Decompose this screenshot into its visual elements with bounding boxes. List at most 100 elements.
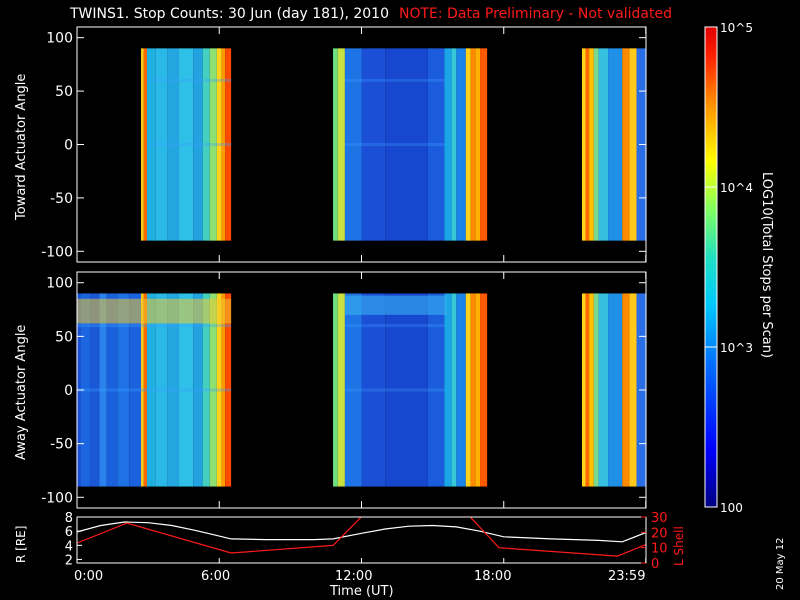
away-heat-column-20: [337, 293, 345, 487]
away-heat-column-36: [598, 293, 609, 487]
colorbar: 10^5 10^4 10^3 100: [704, 21, 753, 515]
toward-heat-column-10: [155, 48, 168, 241]
r-y-tick-label-0: 8: [65, 511, 73, 526]
toward-heat-column-28: [465, 48, 471, 241]
toward-heat-column-23: [385, 48, 428, 241]
away-heat-column-26: [451, 293, 457, 487]
away-heat-column-28: [465, 293, 471, 487]
away-heat-column-12: [178, 293, 194, 487]
colorbar-tick-label-0: 10^5: [720, 21, 753, 35]
lshell-y-tick-label-3: 0: [651, 557, 659, 572]
r-ylabel: R [RE]: [14, 525, 28, 563]
x-tick-label-4: 23:59: [608, 569, 646, 584]
x-tick-label-0: 0:00: [74, 569, 104, 584]
away-heat-column-7: [141, 293, 144, 487]
away-heat-column-24: [427, 293, 445, 487]
r-y-tick-label-1: 6: [65, 525, 73, 540]
lshell-y-tick-label-1: 20: [651, 526, 668, 541]
toward-heat-column-16: [216, 48, 222, 241]
away-heat-column-14: [202, 293, 210, 487]
away-heat-band-1: [77, 324, 232, 328]
away-heat-band-0: [77, 388, 232, 392]
toward-heat-column-12: [178, 48, 194, 241]
toward-heat-column-39: [629, 48, 637, 241]
toward-heat-column-15: [209, 48, 217, 241]
away-heat-column-2: [90, 293, 100, 487]
away-heat-column-5: [117, 293, 130, 487]
toward-heat-band2-0: [344, 143, 445, 146]
toward-heat-column-25: [444, 48, 452, 241]
colorbar-tick-label-2: 10^3: [720, 341, 753, 355]
toward-heat-column-32: [581, 48, 586, 241]
toward-heat-column-11: [167, 48, 179, 241]
away-heat-column-19: [333, 293, 338, 487]
title-main: TWINS1. Stop Counts: 30 Jun (day 181), 2…: [70, 6, 389, 22]
toward-heat-column-26: [451, 48, 457, 241]
toward-heat-column-35: [593, 48, 599, 241]
away-heat-column-11: [167, 293, 179, 487]
toward-heat-band-0: [146, 143, 232, 146]
away-y-tick-label-1: 50: [55, 329, 73, 345]
toward-heat-column-30: [475, 48, 481, 241]
away-ylabel: Away Actuator Angle: [14, 324, 29, 460]
toward-heat-column-18: [225, 48, 232, 241]
away-y-tick-label-0: 100: [46, 276, 73, 292]
date-stamp: 20 May 12: [775, 537, 786, 590]
toward-y-tick-label-4: -100: [41, 244, 73, 260]
away-y-tick-label-2: 0: [64, 383, 73, 399]
x-tick-label-1: 6:00: [201, 569, 231, 584]
toward-heat-column-27: [456, 48, 466, 241]
away-heat-upper-band: [77, 298, 232, 324]
away-heat-column-4: [106, 293, 118, 487]
away-heat-upper-band2: [344, 295, 447, 315]
away-heat-column-30: [475, 293, 481, 487]
away-heat-band2-1: [344, 324, 445, 328]
away-heat-column-13: [193, 293, 203, 487]
away-heat-column-10: [155, 293, 168, 487]
toward-heat-column-19: [333, 48, 338, 241]
away-heat-column-9: [146, 293, 156, 487]
away-heat-column-18: [225, 293, 232, 487]
toward-heat-column-36: [598, 48, 609, 241]
away-heat-column-27: [456, 293, 466, 487]
x-tick-label-2: 12:00: [335, 569, 373, 584]
away-heat-band2-0: [344, 388, 445, 392]
toward-y-tick-label-0: 100: [46, 31, 73, 47]
r-y-tick-label-2: 4: [65, 539, 73, 554]
lshell-y-tick-label-0: 30: [651, 511, 668, 526]
x-axis-label: Time (UT): [330, 584, 394, 599]
colorbar-label: LOG10(Total Stops per Scan): [759, 172, 774, 359]
toward-heat-column-13: [193, 48, 203, 241]
toward-heat-column-20: [337, 48, 345, 241]
toward-y-tick-label-1: 50: [55, 84, 73, 100]
toward-heat-column-7: [141, 48, 144, 241]
toward-heat-band2-1: [344, 78, 445, 82]
colorbar-tick-label-1: 10^4: [720, 181, 753, 195]
title-note: NOTE: Data Preliminary - Not validated: [398, 6, 673, 22]
toward-heat-column-17: [221, 48, 226, 241]
away-heat-column-39: [629, 293, 637, 487]
away-heat-column-25: [444, 293, 452, 487]
lshell-y-tick-label-2: 10: [651, 542, 668, 557]
toward-heat-column-33: [585, 48, 590, 241]
toward-heat-column-9: [146, 48, 156, 241]
toward-ylabel: Toward Actuator Angle: [14, 73, 29, 220]
away-heat-column-32: [581, 293, 586, 487]
series-lshell-line: [77, 517, 646, 557]
away-heat-column-15: [209, 293, 217, 487]
away-heat-column-35: [593, 293, 599, 487]
toward-heat-column-22: [361, 48, 386, 241]
away-heat-column-16: [216, 293, 222, 487]
away-heat-column-37: [608, 293, 623, 487]
away-y-tick-label-4: -100: [41, 490, 73, 506]
chart-title: TWINS1. Stop Counts: 30 Jun (day 181), 2…: [70, 6, 672, 22]
r-y-tick-label-3: 2: [65, 553, 73, 568]
toward-heat-column-21: [344, 48, 362, 241]
away-heat-column-21: [344, 293, 362, 487]
away-heatmap-panel: 100 50 0 -50 -100: [41, 271, 647, 509]
away-y-tick-label-3: -50: [50, 437, 73, 453]
colorbar-tick-label-3: 100: [720, 501, 743, 515]
toward-y-tick-label-3: -50: [50, 191, 73, 207]
toward-heatmap-panel: 100 50 0 -50 -100: [41, 26, 647, 263]
